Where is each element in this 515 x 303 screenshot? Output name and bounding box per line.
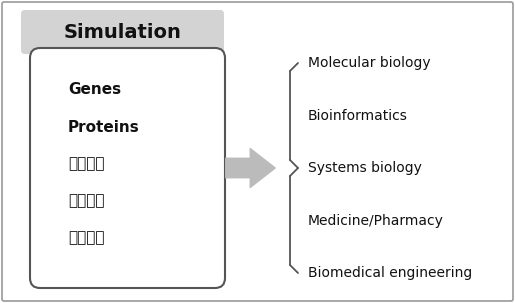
FancyBboxPatch shape — [21, 10, 224, 54]
Text: 가상세포: 가상세포 — [68, 157, 105, 171]
Text: Biomedical engineering: Biomedical engineering — [308, 266, 472, 280]
FancyArrowPatch shape — [226, 148, 275, 188]
Text: Bioinformatics: Bioinformatics — [308, 108, 408, 122]
Text: Simulation: Simulation — [63, 22, 181, 42]
Text: 가상장기: 가상장기 — [68, 231, 105, 245]
Text: Genes: Genes — [68, 82, 121, 98]
Text: Medicine/Pharmacy: Medicine/Pharmacy — [308, 214, 444, 228]
Text: 가상조직: 가상조직 — [68, 194, 105, 208]
FancyBboxPatch shape — [2, 2, 513, 301]
Text: Systems biology: Systems biology — [308, 161, 422, 175]
FancyBboxPatch shape — [30, 48, 225, 288]
Text: Proteins: Proteins — [68, 119, 140, 135]
Text: Molecular biology: Molecular biology — [308, 56, 431, 70]
